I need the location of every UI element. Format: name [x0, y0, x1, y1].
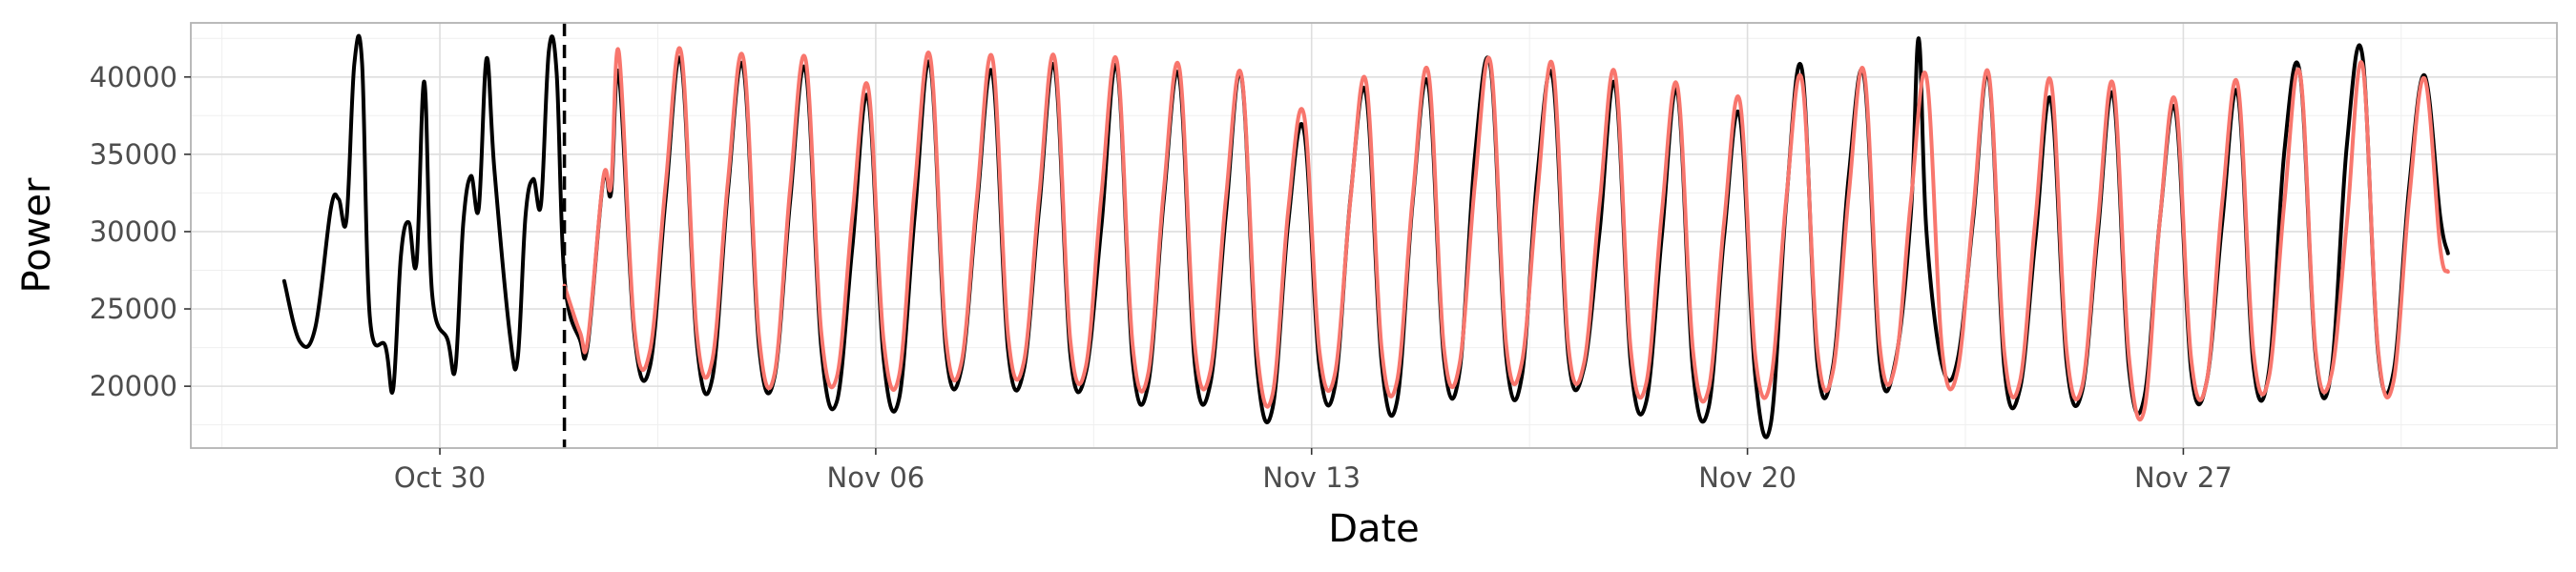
y-tick-label: 30000: [90, 215, 177, 248]
y-tick-label: 25000: [90, 293, 177, 325]
x-tick-label: Nov 13: [1262, 461, 1361, 494]
x-tick-label: Oct 30: [394, 461, 486, 494]
x-tick-label: Nov 27: [2134, 461, 2233, 494]
plot-panel-border: [190, 22, 2558, 449]
y-axis-title: Power: [15, 177, 59, 293]
minor-gridlines: [191, 23, 2557, 448]
y-tick-label: 40000: [90, 61, 177, 93]
x-axis-ticks: Oct 30 Nov 06 Nov 13 Nov 20 Nov 27: [394, 448, 2233, 494]
y-tick-label: 20000: [90, 370, 177, 402]
forecast-series-line: [562, 46, 2450, 422]
x-tick-label: Nov 06: [827, 461, 925, 494]
x-tick-label: Nov 20: [1698, 461, 1797, 494]
y-axis-ticks: 20000 25000 30000 35000 40000: [90, 61, 191, 402]
x-axis-title: Date: [1328, 507, 1420, 551]
y-tick-label: 35000: [90, 138, 177, 171]
